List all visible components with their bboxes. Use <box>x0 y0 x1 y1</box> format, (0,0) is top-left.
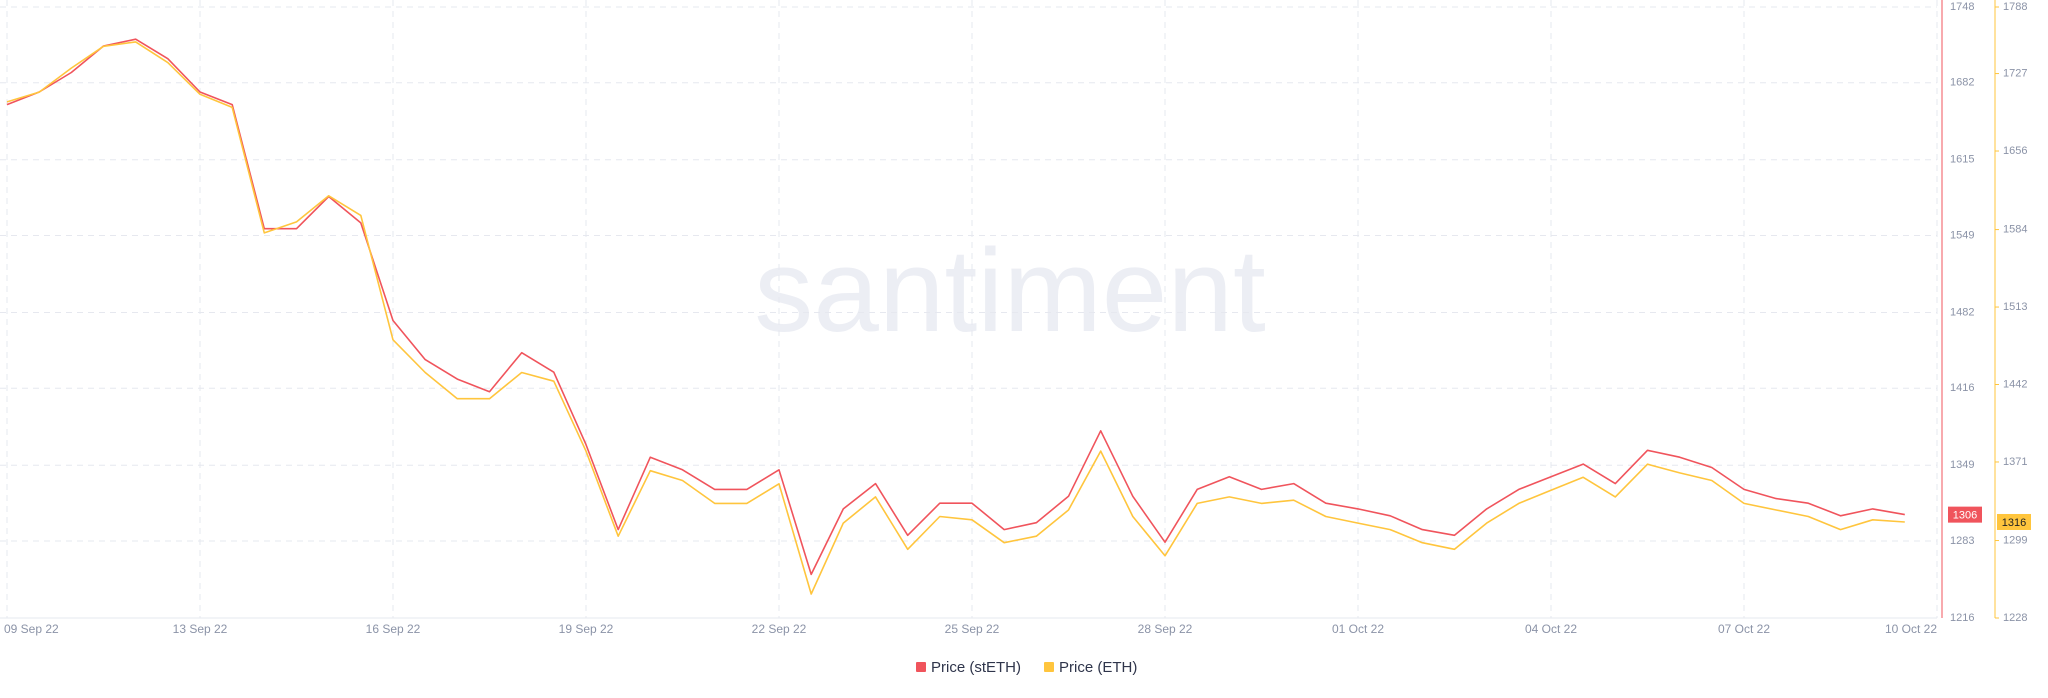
y-tick-label: 1748 <box>1950 1 1974 13</box>
x-tick-label: 04 Oct 22 <box>1525 622 1577 636</box>
last-value-label: 1306 <box>1953 510 1977 522</box>
last-value-badge <box>1997 513 2031 530</box>
y2-tick-label: 1299 <box>2003 534 2027 546</box>
y-tick-label: 1349 <box>1950 459 1974 471</box>
series-line <box>6 38 1905 576</box>
y-tick-label: 1682 <box>1950 77 1974 89</box>
last-value-badge <box>1948 506 1982 523</box>
x-tick-label: 07 Oct 22 <box>1718 622 1770 636</box>
y2-tick-label: 1788 <box>2003 1 2027 13</box>
legend-swatch <box>916 662 926 672</box>
y-tick-label: 1216 <box>1950 612 1974 624</box>
y-tick-label: 1615 <box>1950 154 1974 166</box>
legend-label: Price (stETH) <box>931 659 1021 676</box>
x-tick-label: 16 Sep 22 <box>366 622 421 636</box>
series-line <box>6 41 1905 595</box>
legend-label: Price (ETH) <box>1059 659 1137 676</box>
y-tick-label: 1283 <box>1950 535 1974 547</box>
y2-tick-label: 1228 <box>2003 612 2027 624</box>
x-tick-label: 22 Sep 22 <box>752 622 807 636</box>
legend-swatch <box>1044 662 1054 672</box>
x-tick-label: 10 Oct 22 <box>1885 622 1937 636</box>
y-tick-label: 1416 <box>1950 382 1974 394</box>
y2-tick-label: 1584 <box>2003 223 2027 235</box>
x-tick-label: 28 Sep 22 <box>1138 622 1193 636</box>
y2-tick-label: 1513 <box>2003 301 2027 313</box>
x-tick-label: 09 Sep 22 <box>4 622 59 636</box>
y2-tick-label: 1656 <box>2003 145 2027 157</box>
x-tick-label: 01 Oct 22 <box>1332 622 1384 636</box>
x-tick-label: 19 Sep 22 <box>559 622 614 636</box>
y-tick-label: 1549 <box>1950 229 1974 241</box>
last-value-label: 1316 <box>2002 517 2026 529</box>
x-tick-label: 25 Sep 22 <box>945 622 1000 636</box>
y2-tick-label: 1442 <box>2003 378 2027 390</box>
y2-tick-label: 1727 <box>2003 67 2027 79</box>
watermark: santiment <box>754 225 1266 357</box>
x-tick-label: 13 Sep 22 <box>173 622 228 636</box>
y-tick-label: 1482 <box>1950 306 1974 318</box>
y2-tick-label: 1371 <box>2003 456 2027 468</box>
